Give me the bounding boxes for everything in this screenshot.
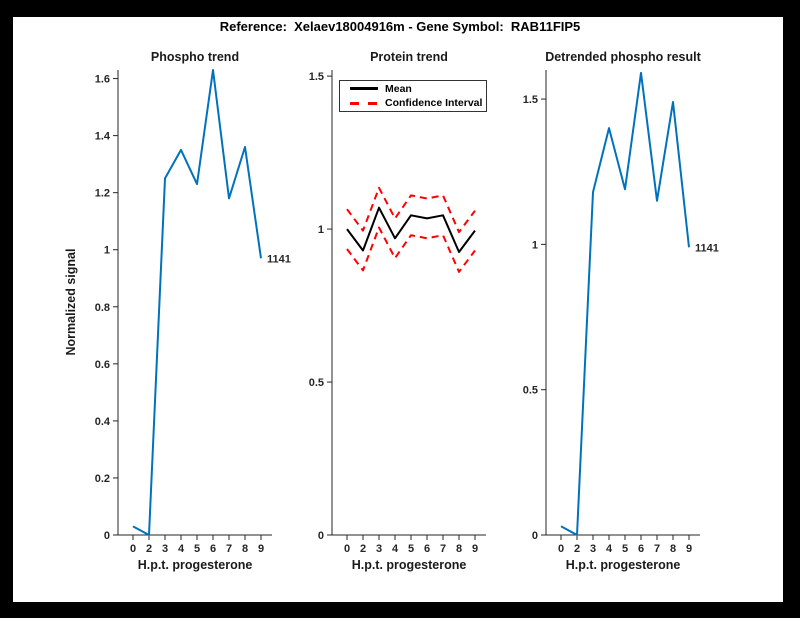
legend: Mean Confidence Interval [339,80,487,112]
y-tick-label: 0 [318,530,324,542]
x-tick-label: 3 [590,543,596,555]
x-tick-label: 6 [638,543,644,555]
y-tick-label: 1 [532,239,538,251]
y-tick-label: 0 [532,530,538,542]
legend-label-confidence-interval: Confidence Interval [385,97,483,110]
x-tick-label: 5 [622,543,628,555]
x-tick-label: 4 [392,543,399,555]
x-tick-label: 5 [408,543,414,555]
mean-line-sample [350,87,378,90]
x-tick-label: 7 [226,543,232,555]
series-end-label: 1141 [695,242,719,254]
series-detrended-phospho-signal [560,71,690,536]
x-tick-label: 4 [606,543,613,555]
legend-label-mean: Mean [385,82,412,95]
x-axis-label-1: H.p.t. progesterone [137,558,253,572]
x-tick-label: 6 [210,543,216,555]
x-tick-label: 3 [162,543,168,555]
axes-box [331,70,486,536]
x-tick-label: 7 [654,543,660,555]
y-tick-label: 1 [318,224,324,236]
y-tick-label: 1.6 [95,74,110,86]
x-tick-label: 6 [424,543,430,555]
x-tick-label: 0 [130,543,136,555]
y-tick-label: 1.4 [95,131,111,143]
series-mean [346,206,476,253]
legend-item-confidence-interval: Confidence Interval [340,96,486,110]
figure-title: Reference: Xelaev18004916m - Gene Symbol… [219,19,581,34]
x-tick-label: 8 [456,543,462,555]
series-end-label: 1141 [267,253,291,265]
y-tick-label: 0.6 [95,359,110,371]
series-phospho-signal [132,69,262,536]
x-tick-label: 7 [440,543,446,555]
x-tick-label: 8 [670,543,676,555]
subplot-2-title: Protein trend [370,50,448,64]
confidence-interval-line-sample [350,101,378,105]
y-tick-label: 0.5 [523,385,538,397]
subplot-3-title: Detrended phospho result [545,50,701,64]
y-tick-label: 1.2 [95,188,110,200]
subplot-1-title: Phospho trend [150,50,240,64]
series-confidence-interval-lower [346,226,476,273]
x-tick-label: 9 [686,543,692,555]
legend-item-mean: Mean [340,82,486,96]
x-axis-label-3: H.p.t. progesterone [565,558,681,572]
y-tick-label: 0.2 [95,473,110,485]
x-tick-label: 2 [146,543,152,555]
x-tick-label: 2 [360,543,366,555]
x-tick-label: 5 [194,543,200,555]
x-tick-label: 2 [574,543,580,555]
figure-canvas [13,17,783,602]
y-tick-label: 0.8 [95,302,110,314]
y-tick-label: 1.5 [523,94,538,106]
y-tick-label: 1 [104,245,110,257]
x-axis-label-2: H.p.t. progesterone [351,558,467,572]
x-tick-label: 9 [258,543,264,555]
y-tick-label: 0.4 [95,416,111,428]
axes-box [117,70,272,536]
y-tick-label: 0 [104,530,110,542]
x-tick-label: 4 [178,543,185,555]
x-tick-label: 8 [242,543,248,555]
x-tick-label: 0 [558,543,564,555]
y-tick-label: 0.5 [309,377,324,389]
x-tick-label: 9 [472,543,478,555]
series-confidence-interval-upper [346,186,476,234]
x-tick-label: 3 [376,543,382,555]
y-tick-label: 1.5 [309,71,324,83]
subplot-2: 00.511.50 2 3 4 5 6 7 8 9 [309,70,486,555]
x-tick-label: 0 [344,543,350,555]
